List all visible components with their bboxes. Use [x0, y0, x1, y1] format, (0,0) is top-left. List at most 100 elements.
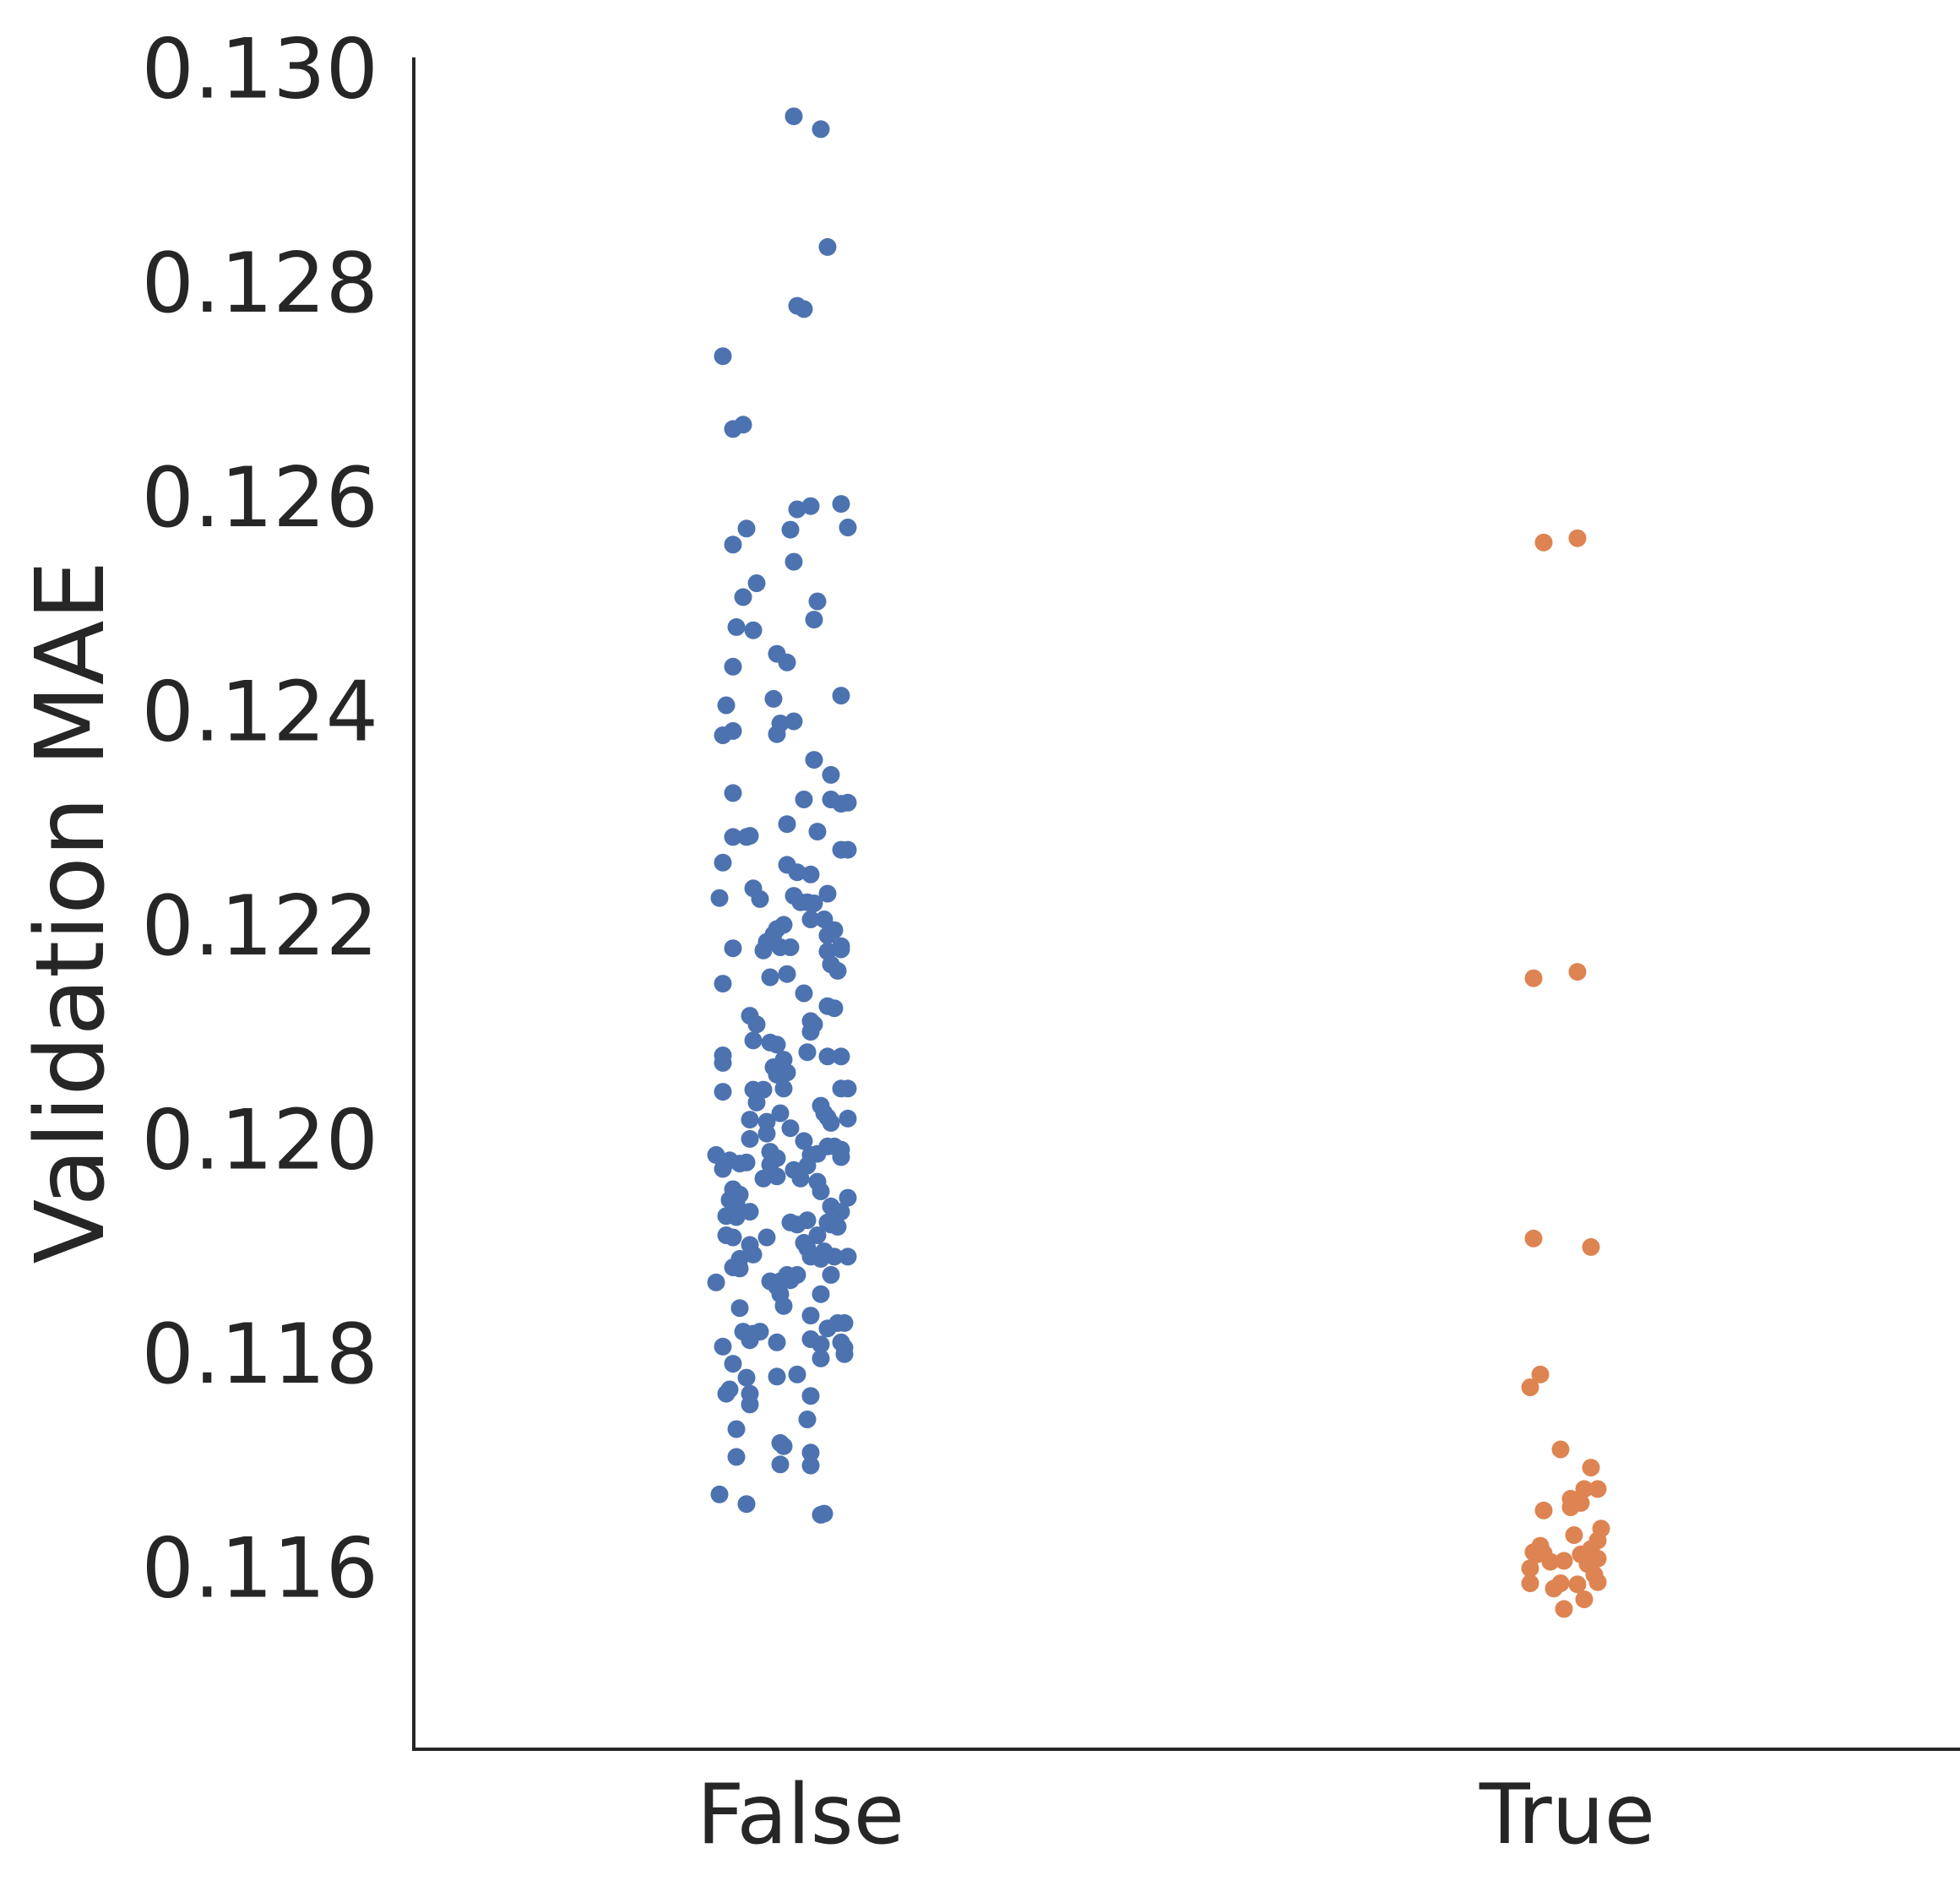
data-point-false	[835, 1345, 854, 1363]
data-point-false	[812, 1249, 830, 1268]
data-point-true	[1575, 1590, 1594, 1608]
data-points	[707, 107, 1610, 1618]
data-point-false	[737, 1153, 756, 1172]
data-point-false	[751, 889, 769, 908]
data-point-false	[737, 519, 756, 538]
y-tick-label: 0.128	[141, 236, 378, 332]
data-point-false	[714, 347, 732, 366]
data-point-false	[839, 1188, 857, 1207]
data-point-false	[734, 416, 752, 434]
data-point-false	[808, 823, 827, 841]
data-point-false	[818, 1319, 837, 1338]
data-point-true	[1588, 1480, 1607, 1498]
data-point-false	[788, 1365, 806, 1384]
data-point-true	[1534, 533, 1553, 552]
data-point-false	[774, 1437, 793, 1455]
data-point-false	[828, 961, 847, 980]
data-point-false	[727, 1448, 746, 1466]
data-point-false	[714, 1337, 732, 1356]
data-point-false	[808, 592, 827, 611]
data-point-true	[1524, 969, 1543, 987]
data-point-false	[839, 1248, 857, 1266]
data-point-true	[1551, 1440, 1570, 1459]
data-point-false	[734, 588, 752, 606]
data-point-false	[737, 1368, 756, 1387]
data-point-false	[714, 1083, 732, 1101]
data-point-false	[724, 828, 742, 846]
data-point-false	[788, 500, 806, 519]
data-point-false	[832, 940, 850, 959]
data-point-false	[832, 1047, 850, 1066]
x-tick-label: True	[1479, 1767, 1655, 1863]
data-point-false	[801, 1307, 820, 1325]
data-point-false	[727, 1208, 746, 1226]
data-point-false	[825, 1248, 844, 1266]
data-point-false	[741, 827, 759, 845]
data-point-false	[714, 1160, 732, 1178]
data-point-false	[815, 1504, 833, 1523]
data-point-false	[768, 1367, 786, 1386]
data-point-false	[768, 725, 786, 743]
data-point-false	[727, 617, 746, 636]
data-point-true	[1561, 1498, 1580, 1516]
data-point-false	[778, 1063, 796, 1082]
data-point-true	[1575, 1480, 1594, 1498]
data-point-false	[839, 519, 857, 536]
data-point-false	[727, 1194, 746, 1212]
data-point-false	[812, 120, 830, 139]
data-point-false	[832, 687, 850, 705]
y-tick-label: 0.130	[141, 22, 378, 118]
data-point-false	[768, 1333, 786, 1351]
data-point-false	[717, 696, 736, 715]
data-point-false	[737, 1495, 756, 1514]
data-point-true	[1545, 1579, 1563, 1598]
data-point-false	[724, 1228, 742, 1247]
data-point-false	[778, 653, 796, 671]
data-point-false	[839, 1079, 857, 1098]
data-point-false	[785, 552, 803, 571]
data-point-false	[781, 520, 800, 539]
y-tick-label: 0.120	[141, 1092, 378, 1188]
data-point-false	[805, 611, 823, 629]
data-point-false	[835, 1313, 854, 1332]
data-point-false	[785, 712, 803, 731]
data-point-false	[839, 1109, 857, 1128]
data-point-false	[778, 965, 796, 983]
data-point-false	[801, 1387, 820, 1405]
data-point-true	[1555, 1552, 1573, 1570]
data-point-false	[707, 1273, 725, 1291]
data-point-true	[1521, 1378, 1539, 1396]
data-point-false	[768, 1036, 786, 1054]
data-point-false	[741, 1395, 759, 1414]
data-point-false	[832, 495, 850, 514]
y-tick-label: 0.116	[141, 1520, 378, 1617]
data-point-false	[747, 1015, 766, 1034]
data-point-false	[710, 889, 729, 907]
data-point-true	[1568, 529, 1587, 547]
data-point-true	[1582, 1237, 1600, 1256]
data-point-true	[1568, 963, 1587, 981]
data-point-false	[812, 1335, 830, 1354]
data-point-false	[788, 863, 806, 882]
data-point-false	[727, 1420, 746, 1438]
data-point-false	[724, 535, 742, 554]
data-point-true	[1524, 1229, 1543, 1248]
data-point-false	[757, 1124, 776, 1143]
data-point-false	[839, 793, 857, 812]
data-point-false	[801, 1456, 820, 1475]
data-point-false	[808, 1144, 827, 1163]
data-point-false	[801, 1443, 820, 1462]
y-tick-label: 0.126	[141, 450, 378, 546]
data-point-false	[832, 1148, 850, 1166]
data-point-false	[710, 1485, 729, 1503]
data-point-false	[812, 1182, 830, 1200]
data-point-false	[801, 911, 820, 928]
data-point-false	[839, 840, 857, 859]
data-point-true	[1521, 1559, 1539, 1578]
data-point-false	[757, 1228, 776, 1247]
data-point-false	[724, 721, 742, 740]
data-point-false	[724, 939, 742, 958]
data-point-true	[1541, 1552, 1560, 1571]
y-tick-label: 0.122	[141, 878, 378, 975]
